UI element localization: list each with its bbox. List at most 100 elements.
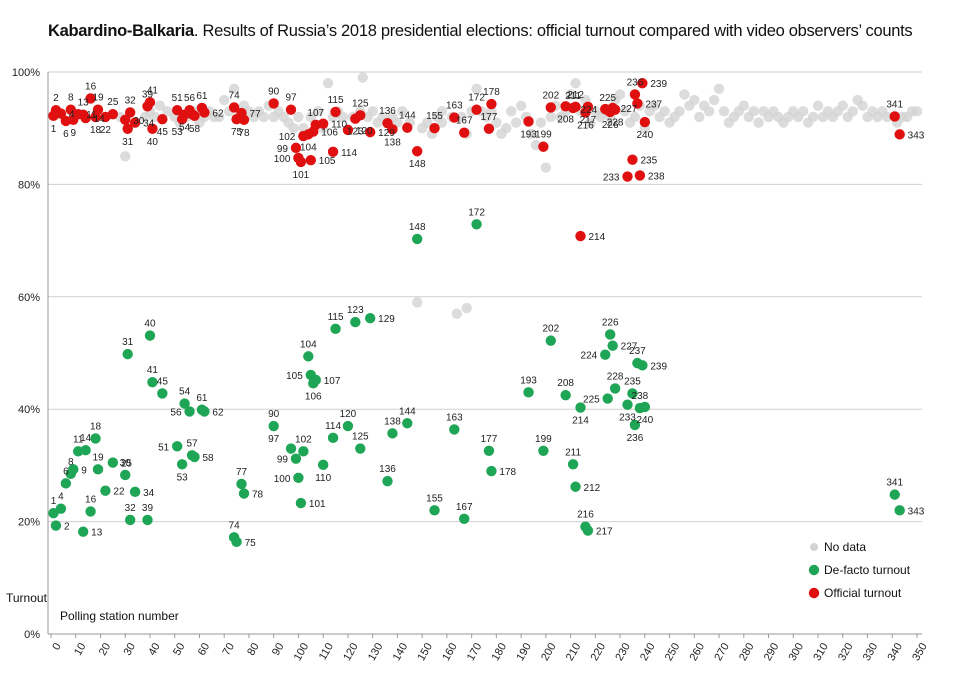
point-label: 40 <box>147 137 159 148</box>
point-label: 138 <box>384 137 401 148</box>
x-tick-label: 230 <box>613 641 633 663</box>
point-label: 211 <box>565 91 581 102</box>
point-label: 105 <box>286 371 303 382</box>
data-point <box>298 446 309 457</box>
data-point <box>607 340 618 351</box>
data-point <box>120 469 131 481</box>
data-point <box>122 348 133 360</box>
data-point <box>327 146 339 158</box>
data-point <box>812 100 824 111</box>
data-point <box>461 302 472 314</box>
point-label: 115 <box>328 95 344 106</box>
data-point <box>627 154 638 165</box>
data-point <box>622 399 633 410</box>
point-label: 34 <box>143 119 155 130</box>
data-point <box>483 123 495 134</box>
point-label: 78 <box>238 128 250 139</box>
data-point <box>317 459 329 471</box>
data-point <box>317 118 329 129</box>
data-point <box>342 420 354 432</box>
data-point <box>90 433 101 444</box>
data-point <box>342 124 354 136</box>
data-point <box>382 475 393 487</box>
data-point <box>310 374 321 386</box>
point-label: 217 <box>580 115 597 126</box>
point-label: 226 <box>602 120 619 131</box>
point-label: 99 <box>277 144 289 155</box>
data-point <box>313 106 324 117</box>
point-label: 107 <box>307 108 324 119</box>
point-label: 56 <box>184 93 196 104</box>
point-label: 236 <box>627 433 644 444</box>
point-label: 202 <box>542 90 559 101</box>
x-axis-label: Polling station number <box>60 609 179 623</box>
x-tick-label: 180 <box>490 641 510 663</box>
data-point <box>679 89 690 100</box>
data-point <box>689 94 700 106</box>
data-point <box>157 114 168 125</box>
data-point <box>268 98 279 109</box>
point-label: 102 <box>279 132 296 143</box>
data-point <box>602 393 613 404</box>
point-label: 233 <box>619 413 636 424</box>
data-point <box>219 94 230 106</box>
data-point <box>459 513 470 524</box>
y-tick-label: 0% <box>24 629 40 641</box>
data-point <box>451 308 462 319</box>
point-label: 58 <box>189 124 201 135</box>
data-point <box>100 485 111 496</box>
data-point <box>189 110 200 122</box>
point-label: 235 <box>624 376 641 387</box>
y-tick-label: 20% <box>18 517 40 529</box>
data-point <box>290 453 302 464</box>
x-tick-label: 190 <box>514 641 534 663</box>
data-point <box>305 111 316 123</box>
data-point <box>523 387 534 398</box>
point-label: 193 <box>520 375 537 386</box>
point-label: 238 <box>648 171 665 182</box>
point-label: 211 <box>565 447 581 458</box>
data-point <box>429 123 440 134</box>
point-label: 39 <box>142 503 154 514</box>
point-label: 216 <box>577 120 594 131</box>
data-point <box>545 102 557 113</box>
point-label: 224 <box>581 351 598 362</box>
point-label: 102 <box>295 434 312 445</box>
data-point <box>288 123 299 134</box>
point-label: 136 <box>379 464 396 475</box>
data-point <box>355 443 366 454</box>
data-point <box>565 89 576 100</box>
point-label: 163 <box>446 412 463 423</box>
data-point <box>585 117 596 128</box>
x-tick-label: 50 <box>171 641 188 658</box>
data-point <box>322 78 334 89</box>
data-point <box>911 106 923 117</box>
chart-title: Kabardino-Balkaria. Results of Russia’s … <box>48 22 913 41</box>
series-de-facto-turnout <box>48 219 905 548</box>
data-point <box>540 162 552 173</box>
data-point <box>162 106 173 117</box>
x-tick-label: 250 <box>663 641 683 663</box>
legend-label: No data <box>824 540 866 554</box>
point-label: 110 <box>331 120 347 131</box>
data-point <box>258 111 269 123</box>
data-point <box>80 445 91 456</box>
data-point <box>285 443 297 454</box>
data-point <box>337 111 349 123</box>
legend-marker <box>808 564 820 576</box>
data-point <box>92 104 104 115</box>
data-point <box>238 488 250 499</box>
data-point <box>582 101 594 113</box>
point-label: 227 <box>621 342 638 353</box>
data-point <box>837 100 848 111</box>
data-point <box>639 116 651 128</box>
data-point <box>364 312 376 324</box>
point-label: 123 <box>347 305 364 316</box>
point-label: 56 <box>170 407 182 418</box>
point-label: 217 <box>596 527 613 538</box>
data-point <box>614 89 626 100</box>
point-label: 115 <box>328 312 344 323</box>
data-point <box>889 111 900 122</box>
data-point <box>330 323 341 335</box>
